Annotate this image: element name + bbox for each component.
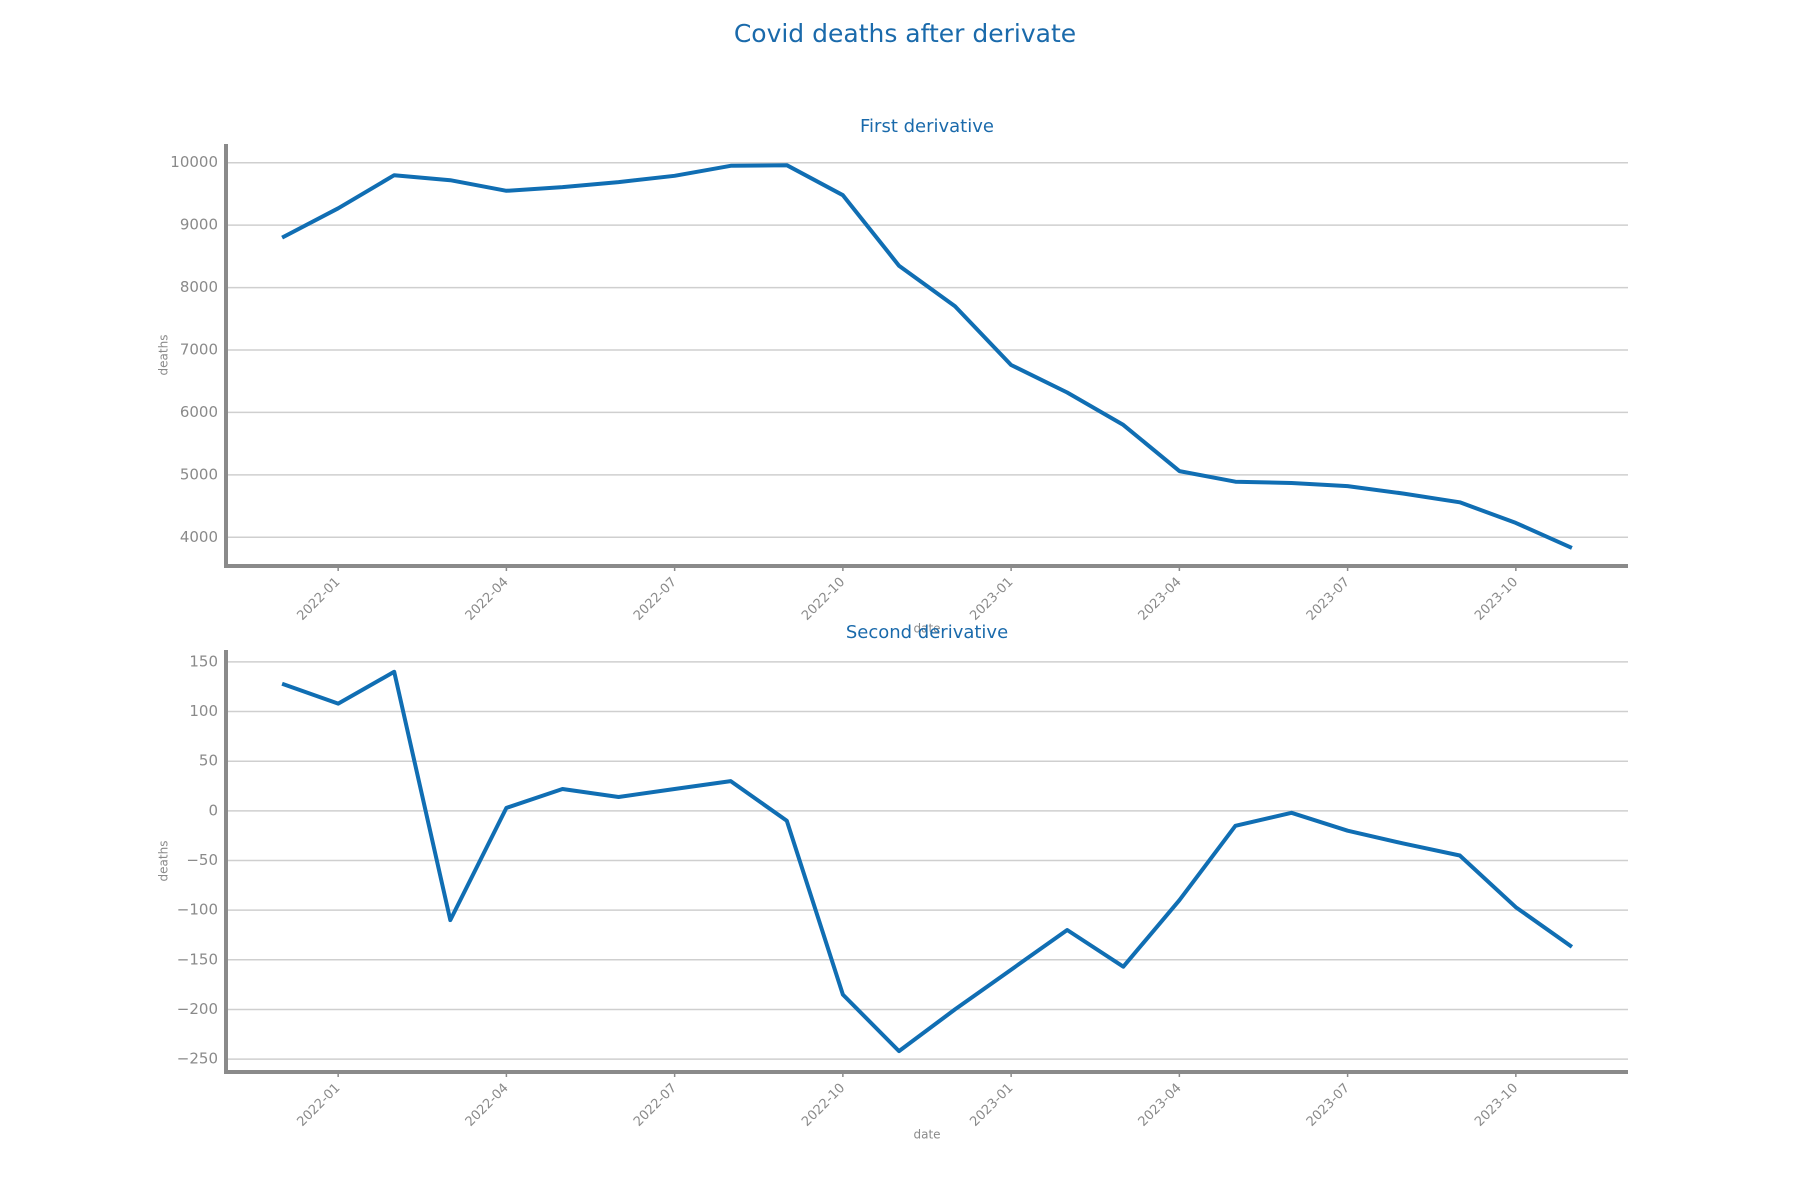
x-axis-label: date	[913, 622, 940, 636]
x-tick-label: 2022-01	[294, 575, 343, 624]
x-tick-label: 2023-10	[1472, 575, 1521, 624]
data-line	[281, 669, 1574, 1054]
x-tick-label: 2023-07	[1304, 1081, 1353, 1130]
y-tick-label: 50	[199, 752, 218, 770]
y-tick-label: 100	[189, 702, 218, 720]
subplot-title: Second derivative	[846, 622, 1008, 643]
x-tick-label: 2022-04	[463, 1081, 512, 1130]
x-tick-label: 2022-10	[799, 1081, 848, 1130]
figure-title: Covid deaths after derivate	[734, 19, 1076, 48]
y-tick-label: −200	[177, 1000, 218, 1018]
y-tick-label: 9000	[180, 216, 218, 234]
x-tick-label: 2022-04	[463, 575, 512, 624]
y-tick-label: −250	[177, 1050, 218, 1068]
y-axis-label: deaths	[157, 335, 171, 376]
y-tick-label: −100	[177, 901, 218, 919]
y-tick-label: −50	[186, 851, 218, 869]
x-tick-label: 2023-01	[967, 575, 1016, 624]
x-axis-label: date	[913, 1128, 940, 1142]
data-line	[281, 163, 1573, 550]
x-tick-label: 2023-10	[1472, 1081, 1521, 1130]
x-tick-label: 2022-10	[799, 575, 848, 624]
x-tick-label: 2023-04	[1136, 1081, 1185, 1130]
y-tick-label: 4000	[180, 528, 218, 546]
y-tick-label: 7000	[180, 341, 218, 359]
x-tick-label: 2022-01	[294, 1081, 343, 1130]
x-tick-label: 2023-07	[1304, 575, 1353, 624]
y-tick-label: 5000	[180, 465, 218, 483]
y-tick-label: 10000	[170, 153, 218, 171]
y-tick-label: 6000	[180, 403, 218, 421]
subplot-title: First derivative	[860, 116, 994, 137]
x-tick-label: 2023-01	[967, 1081, 1016, 1130]
y-tick-label: 0	[208, 801, 218, 819]
x-tick-label: 2022-07	[631, 575, 680, 624]
y-axis-label: deaths	[157, 841, 171, 882]
x-tick-label: 2022-07	[631, 1081, 680, 1130]
y-tick-label: 150	[189, 652, 218, 670]
y-tick-label: −150	[177, 950, 218, 968]
y-tick-label: 8000	[180, 278, 218, 296]
x-tick-label: 2023-04	[1136, 575, 1185, 624]
